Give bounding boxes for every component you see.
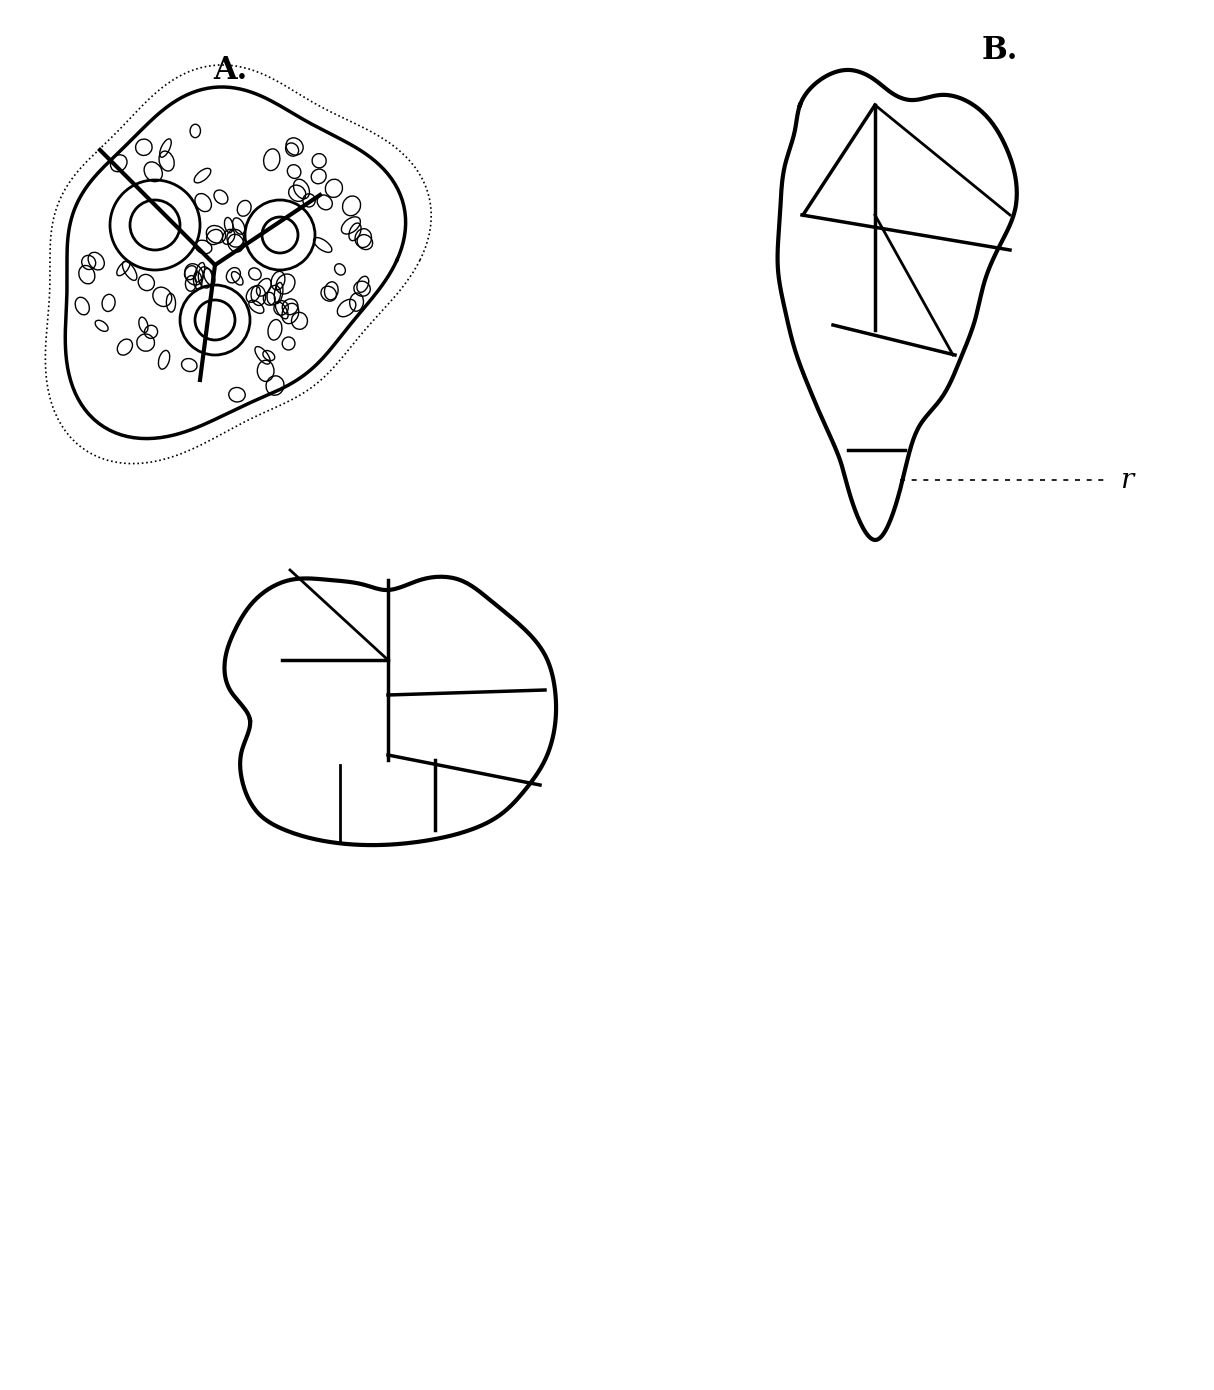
Text: C.: C. [262,645,297,676]
Text: B.: B. [982,35,1019,65]
Text: r: r [1121,467,1133,493]
Polygon shape [777,70,1017,539]
Polygon shape [66,88,405,439]
Text: A.: A. [212,54,248,86]
Polygon shape [225,577,556,845]
